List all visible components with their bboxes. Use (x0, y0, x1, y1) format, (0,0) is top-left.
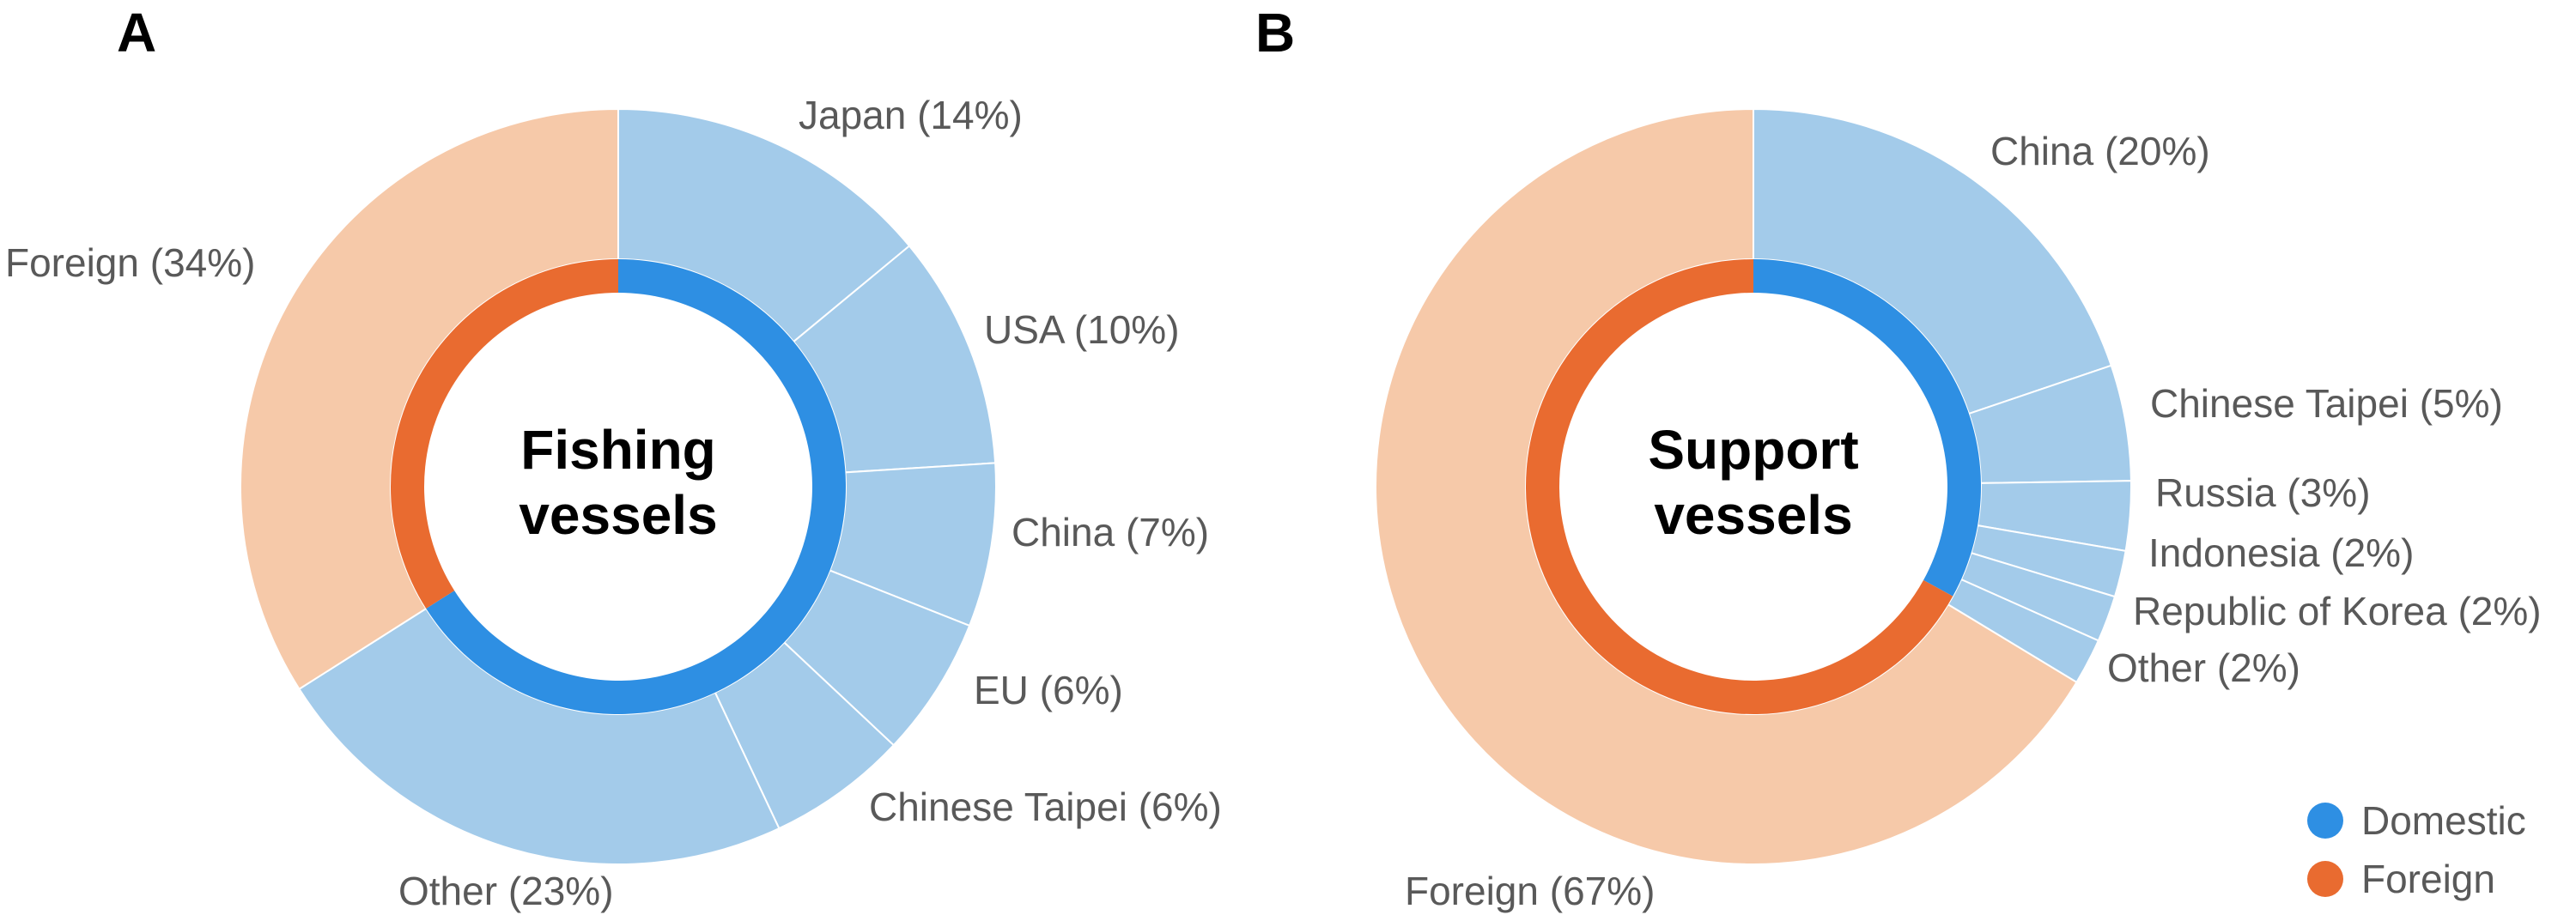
outer-slice-other-a (298, 607, 781, 865)
slice-label-other-b: Other (2%) (2107, 645, 2300, 690)
legend: Domestic Foreign (2307, 798, 2526, 901)
legend-label-domestic: Domestic (2361, 798, 2526, 843)
slice-label-china-b: China (20%) (1990, 129, 2210, 173)
slice-label-foreign-b: Foreign (67%) (1405, 869, 1655, 913)
chart-support-vessels (1375, 107, 2132, 865)
slice-label-other-a: Other (23%) (398, 869, 614, 913)
legend-swatch-domestic (2307, 803, 2343, 839)
slice-label-russia-b: Russia (3%) (2155, 470, 2371, 515)
panel-letter-a: A (117, 2, 156, 64)
center-label-a-line2: vessels (519, 484, 717, 546)
panel-letter-b: B (1255, 2, 1295, 64)
legend-label-foreign: Foreign (2361, 857, 2495, 901)
slice-label-china-a: China (7%) (1012, 510, 1209, 554)
slice-label-japan-a: Japan (14%) (799, 93, 1023, 137)
center-label-a-line1: Fishing (520, 419, 716, 481)
slice-label-indonesia-b: Indonesia (2%) (2148, 530, 2414, 575)
slice-label-korea-b: Republic of Korea (2%) (2133, 589, 2542, 633)
slice-label-usa-a: USA (10%) (984, 307, 1180, 352)
slice-label-chinese-taipei-a: Chinese Taipei (6%) (869, 785, 1222, 829)
slice-label-foreign-a: Foreign (34%) (5, 240, 255, 285)
legend-swatch-foreign (2307, 861, 2343, 897)
inner-slice-domestic-b (1753, 259, 1981, 597)
center-label-b-line1: Support (1648, 419, 1858, 481)
center-label-b-line2: vessels (1654, 484, 1852, 546)
inner-slice-foreign-a (391, 259, 618, 609)
slice-label-eu-a: EU (6%) (974, 668, 1123, 712)
slice-label-chinese-taipei-b: Chinese Taipei (5%) (2150, 381, 2503, 426)
chart-fishing-vessels (240, 107, 997, 865)
